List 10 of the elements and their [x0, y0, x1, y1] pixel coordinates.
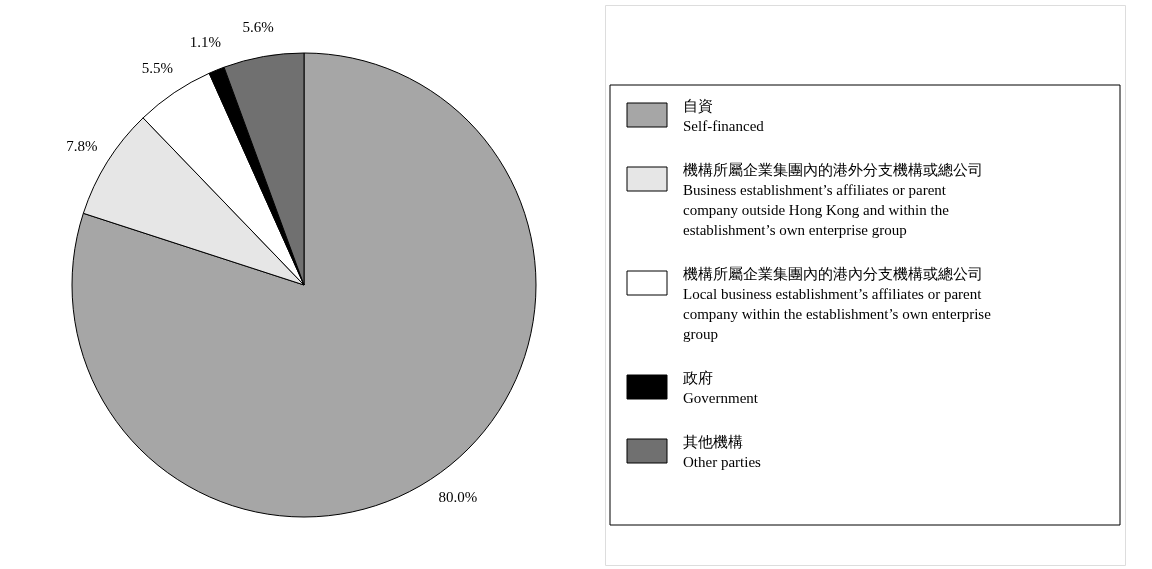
legend-label: 自資 Self-financed — [683, 98, 765, 134]
data-label: 7.8% — [66, 138, 98, 155]
data-label: 1.1% — [189, 34, 221, 51]
data-label: 5.5% — [141, 59, 174, 76]
legend-label: 機構所屬企業集團內的港內分支機構或總公司 Local business establishment’s affiliates or parent company within the establishment’s own enterprise group — [683, 266, 992, 342]
legend-label: 其他機構 Other parties — [683, 434, 762, 470]
legend-label: 政府 Government — [683, 370, 759, 406]
data-label: 80.0% — [438, 488, 478, 505]
legend-label: 機構所屬企業集團內的港外分支機構或總公司 Business establishment’s affiliates or parent company outside Hong Kong and within the establishment’s own enterprise group — [683, 162, 983, 238]
data-label: 5.6% — [242, 19, 274, 36]
